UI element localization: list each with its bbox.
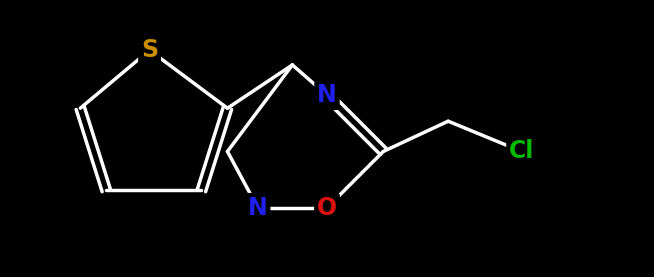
Text: O: O [317, 196, 337, 220]
Text: Cl: Cl [509, 140, 534, 163]
Text: S: S [141, 38, 158, 62]
Text: N: N [248, 196, 267, 220]
Text: N: N [317, 83, 337, 107]
